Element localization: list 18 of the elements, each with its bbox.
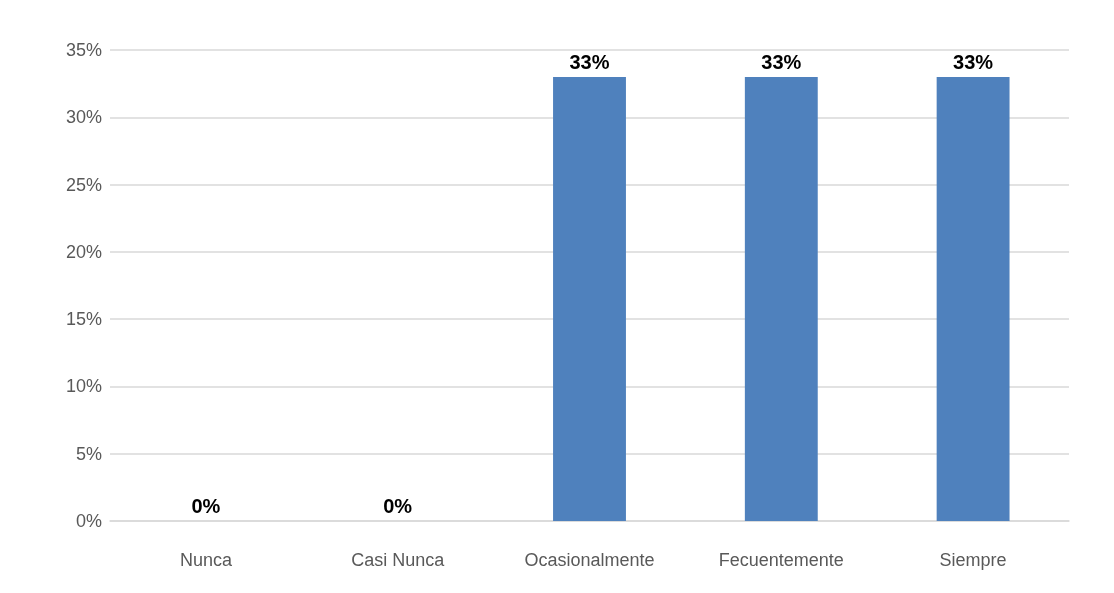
x-tick-label: Ocasionalmente — [524, 550, 655, 570]
y-tick-label: 25% — [65, 174, 102, 195]
y-tick-label: 30% — [65, 107, 102, 128]
data-label: 33% — [569, 50, 610, 73]
x-tick-label: Nunca — [179, 550, 233, 570]
y-tick-label: 15% — [65, 309, 102, 330]
data-label: 33% — [761, 50, 802, 73]
y-tick-label: 10% — [65, 376, 102, 397]
y-tick-label: 5% — [75, 443, 102, 464]
y-tick-label: 0% — [75, 511, 102, 531]
y-tick-label: 35% — [65, 40, 102, 60]
data-label: 33% — [953, 50, 994, 73]
x-tick-label: Fecuentemente — [718, 550, 844, 570]
data-label: 0% — [191, 495, 221, 517]
x-tick-label: Siempre — [939, 550, 1007, 570]
x-tick-label: Casi Nunca — [351, 550, 446, 570]
data-label: 0% — [383, 495, 413, 517]
y-tick-label: 20% — [65, 241, 102, 262]
